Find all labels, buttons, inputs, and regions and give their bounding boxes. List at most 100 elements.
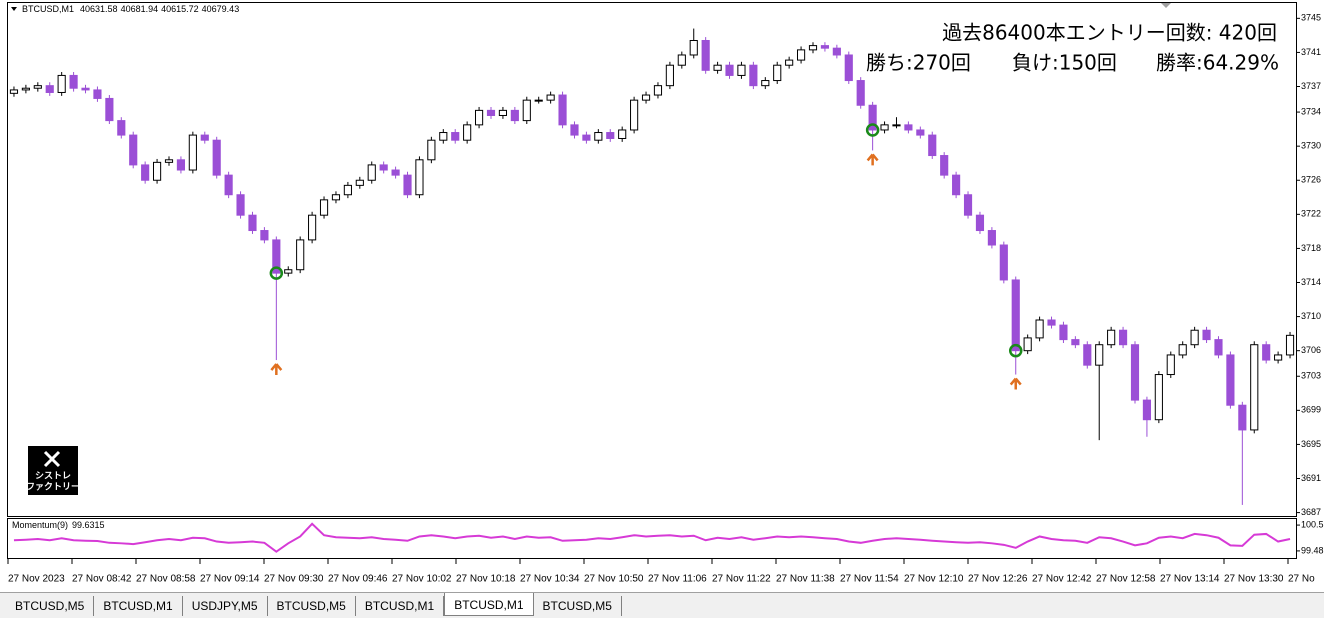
candle-body bbox=[1154, 374, 1163, 421]
tab[interactable]: BTCUSD,M1 bbox=[356, 596, 445, 616]
candle-body bbox=[832, 47, 841, 56]
candle-body bbox=[1250, 344, 1259, 431]
candle-body bbox=[1202, 329, 1211, 341]
time-label: 27 Nov 12:42 bbox=[1032, 574, 1092, 585]
time-label: 27 Nov 09:46 bbox=[328, 574, 388, 585]
candle-body bbox=[1214, 339, 1223, 356]
candle-body bbox=[415, 159, 424, 196]
tab[interactable]: BTCUSD,M5 bbox=[268, 596, 356, 616]
candle-body bbox=[141, 164, 150, 181]
candle-body bbox=[367, 164, 376, 181]
time-label: 27 Nov 11:22 bbox=[712, 574, 771, 585]
stats-wins: 勝ち:270回 bbox=[866, 51, 971, 75]
candle-body bbox=[439, 132, 448, 141]
candle-body bbox=[510, 109, 519, 122]
candle-body bbox=[248, 214, 257, 232]
candle-body bbox=[379, 164, 388, 171]
time-label: 27 Nov 11:38 bbox=[776, 574, 835, 585]
candle-body bbox=[391, 169, 400, 176]
logo: シストレ ファクトリー bbox=[26, 446, 80, 495]
tab[interactable]: BTCUSD,M1 bbox=[444, 593, 534, 616]
stats-losses: 負け:150回 bbox=[1012, 51, 1117, 75]
candle-body bbox=[463, 124, 472, 141]
time-label: 27 Nov 12:58 bbox=[1096, 574, 1156, 585]
close: 40679.43 bbox=[202, 4, 240, 14]
candle-body bbox=[594, 132, 603, 141]
candle-body bbox=[856, 80, 865, 106]
candle-body bbox=[796, 49, 806, 61]
tab[interactable]: USDJPY,M5 bbox=[183, 596, 268, 616]
indicator-pane bbox=[7, 518, 1297, 559]
candle-body bbox=[892, 124, 901, 127]
candle-body bbox=[21, 87, 30, 91]
time-label: 27 Nov 08:58 bbox=[136, 574, 196, 585]
candle-body bbox=[880, 124, 889, 131]
time-label: 27 Nov 11:06 bbox=[648, 574, 707, 585]
time-label: 27 Nov 12:10 bbox=[904, 574, 964, 585]
menu-triangle bbox=[11, 7, 17, 11]
candle-body bbox=[69, 74, 78, 89]
candle-body bbox=[474, 109, 484, 126]
candle-body bbox=[1274, 354, 1283, 361]
tab[interactable]: BTCUSD,M1 bbox=[94, 596, 183, 616]
candle-body bbox=[630, 99, 639, 131]
stats-total: 過去86400本エントリー回数: 420回 bbox=[942, 21, 1277, 45]
y-tick-label: 3730 bbox=[1301, 141, 1321, 151]
candle-body bbox=[117, 120, 126, 136]
candle-body bbox=[582, 134, 591, 141]
candle-body bbox=[129, 134, 138, 166]
candle-body bbox=[1095, 344, 1104, 366]
candle-body bbox=[1238, 404, 1247, 431]
y-tick-label: 3706 bbox=[1301, 345, 1321, 355]
y-tick-label: 3699 bbox=[1301, 405, 1321, 415]
time-label: 27 Nov 09:14 bbox=[200, 574, 260, 585]
candle-body bbox=[93, 89, 102, 99]
y-tick-label: 3726 bbox=[1301, 175, 1321, 185]
candle-body bbox=[534, 99, 543, 102]
y-tick-label: 3687 bbox=[1301, 507, 1321, 517]
stats-win-rate: 勝率:64.29% bbox=[1156, 51, 1279, 75]
y-tick-label: 99.48 bbox=[1301, 545, 1324, 555]
candle-body bbox=[618, 129, 627, 139]
logo-text: シストレ bbox=[35, 470, 71, 480]
candle-body bbox=[1166, 354, 1175, 376]
indicator-label: Momentum(9) 99.6315 bbox=[12, 520, 105, 530]
candle-body bbox=[1047, 319, 1056, 326]
candle-body bbox=[713, 64, 722, 71]
indicator-value: 99.6315 bbox=[72, 520, 105, 530]
candle-body bbox=[940, 155, 949, 176]
candle-body bbox=[355, 179, 364, 186]
indicator-name: Momentum(9) bbox=[12, 520, 68, 530]
time-label: 27 Nov 09:30 bbox=[264, 574, 324, 585]
candle-body bbox=[403, 174, 412, 196]
candle-body bbox=[1190, 329, 1199, 346]
candle-body bbox=[570, 124, 579, 136]
candle-body bbox=[749, 64, 758, 87]
candle-body bbox=[260, 230, 269, 241]
y-tick-label: 3703 bbox=[1301, 371, 1321, 381]
logo-icon bbox=[43, 450, 61, 468]
candle-body bbox=[522, 99, 531, 122]
time-label: 27 Nov 10:18 bbox=[456, 574, 516, 585]
y-tick-label: 3710 bbox=[1301, 311, 1321, 321]
candle-body bbox=[81, 87, 90, 91]
candle-body bbox=[486, 109, 496, 116]
candle-body bbox=[343, 184, 352, 196]
candle-body bbox=[641, 94, 651, 101]
high: 40681.94 bbox=[121, 4, 159, 14]
tab[interactable]: BTCUSD,M5 bbox=[534, 596, 622, 616]
candle-body bbox=[1071, 339, 1080, 346]
candle-body bbox=[319, 199, 329, 216]
candle-body bbox=[1011, 279, 1020, 352]
candle-body bbox=[1142, 399, 1152, 421]
shift-marker bbox=[1161, 3, 1171, 8]
time-label: 27 No bbox=[1288, 574, 1315, 585]
candle-body bbox=[45, 85, 54, 93]
y-tick-label: 3691 bbox=[1301, 473, 1321, 483]
candle-body bbox=[916, 129, 925, 136]
tab[interactable]: BTCUSD,M5 bbox=[6, 596, 95, 616]
candle-body bbox=[164, 159, 174, 163]
candle-body bbox=[1130, 344, 1140, 401]
candle-body bbox=[868, 104, 877, 131]
candle-body bbox=[1083, 344, 1092, 366]
